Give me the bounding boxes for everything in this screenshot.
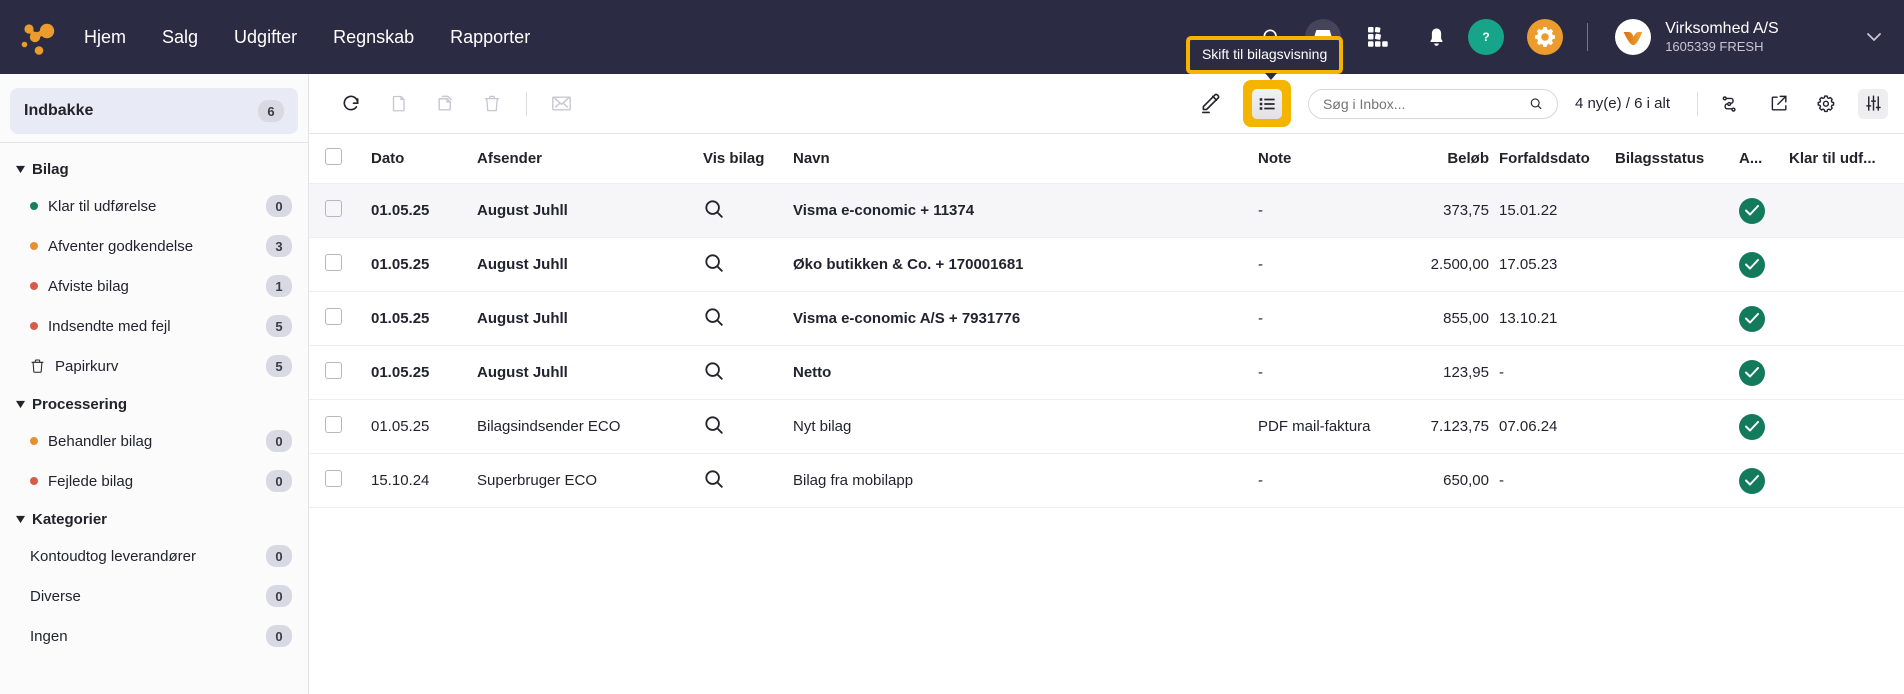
svg-text:?: ? [1483, 30, 1490, 44]
